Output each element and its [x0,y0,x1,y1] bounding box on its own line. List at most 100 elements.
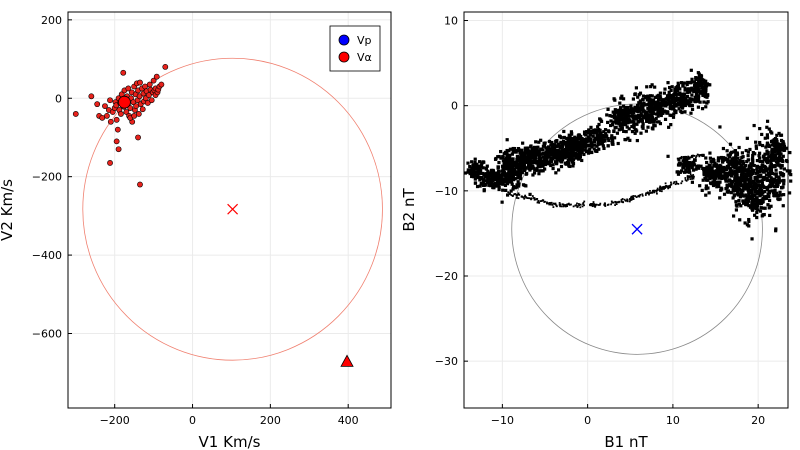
b-field-point [756,191,761,195]
b-field-point [604,132,608,136]
b-field-point [595,149,599,154]
b-field-trail-point [691,178,693,180]
magnetic-y-tick-label: 10 [444,15,458,28]
b-field-point [507,149,511,153]
b-field-point [664,97,668,101]
b-field-point [516,165,520,170]
b-field-trail-point [524,194,527,197]
valpha-point [120,69,127,76]
b-field-point [635,122,639,126]
b-field-point [621,104,626,108]
b-field-point [471,168,475,172]
b-field-point [585,139,589,143]
b-field-point [497,185,501,189]
b-field-point [754,196,759,200]
b-field-point [470,160,474,164]
b-field-point [751,187,755,191]
b-field-point [533,168,537,172]
b-field-point [602,146,606,151]
b-field-point [618,117,623,122]
b-field-point [556,150,560,155]
b-field-point [749,184,753,188]
b-field-point [486,169,490,173]
b-field-point [672,102,677,106]
b-field-point [667,93,671,97]
valpha-point [72,111,79,117]
b-field-trail-point [597,204,600,206]
b-field-trail-point [677,182,680,185]
b-field-point [779,156,784,160]
b-field-point [651,111,655,115]
b-field-trail-point [686,157,689,159]
b-field-point [660,107,665,111]
b-field-point [531,173,535,177]
b-field-point [545,159,549,163]
b-field-point [505,174,509,178]
b-field-point [565,136,569,141]
b-field-trail-point [583,200,586,203]
valpha-point [153,73,160,80]
b-field-trail-point [547,202,550,205]
b-field-trail-point [692,174,695,176]
b-field-point [710,175,714,179]
b-field-point [573,137,577,141]
b-field-point [589,129,593,133]
b-field-point [613,108,617,112]
b-field-point [514,161,518,166]
b-field-point [519,152,523,156]
b-field-point [670,85,674,89]
b-field-point [734,153,738,157]
magnetic-y-tick-label: −10 [435,185,458,198]
b-field-point [547,148,551,152]
b-field-point [771,189,775,193]
legend-box [329,25,381,72]
b-field-point [607,138,611,143]
b-field-point [666,154,670,158]
b-field-point [736,193,740,197]
b-field-point [778,190,782,194]
b-field-trail-point [546,201,548,204]
b-field-point [647,120,652,124]
b-field-point [630,129,635,134]
b-field-point [756,169,761,173]
b-field-point [584,145,588,149]
b-field-point [698,91,703,95]
valpha-point [131,113,138,119]
b-field-point [630,124,634,129]
b-field-point [495,174,499,178]
b-field-point [736,161,740,165]
b-field-point [520,164,524,169]
b-field-point [781,185,785,189]
b-field-point [547,154,551,158]
b-field-trail-point [648,192,651,195]
b-field-point [498,179,503,183]
b-field-point [714,169,718,173]
b-field-point [515,157,519,162]
b-field-point [726,157,730,161]
b-field-point [688,170,692,174]
b-field-point [551,153,555,157]
b-field-point [507,159,511,163]
b-field-point [511,158,515,162]
b-field-trail-point [663,185,665,188]
b-field-point [570,159,575,163]
b-field-point [611,120,616,124]
b-field-point [558,146,562,150]
b-field-point [774,168,778,172]
b-field-point [721,174,725,178]
b-field-point [687,161,691,166]
b-field-trail-point [685,155,688,158]
b-field-point [562,148,566,152]
b-field-point [769,162,773,166]
b-field-point [699,74,704,78]
b-field-trail-point [610,203,612,206]
b-field-point [751,151,755,155]
b-field-point [690,180,695,184]
b-field-point [624,138,628,142]
b-field-trail-point [656,188,659,191]
b-field-point [765,144,769,148]
magnetic-x-axis-label: B1 nT [604,433,648,450]
b-field-point [777,156,781,160]
b-field-point [701,88,705,92]
